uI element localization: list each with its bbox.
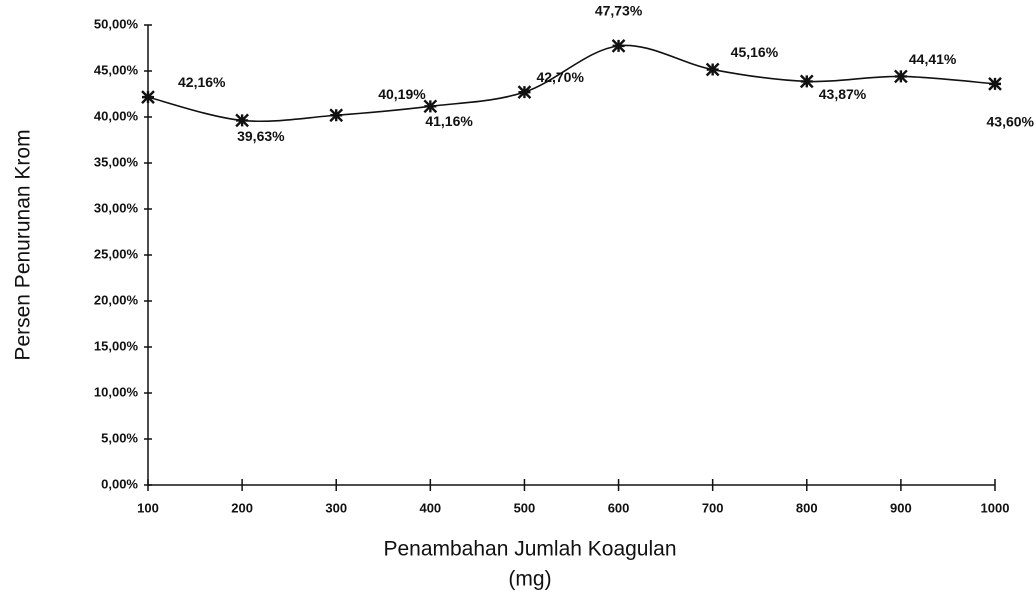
y-tick-label: 5,00% — [101, 430, 138, 445]
series-line — [147, 44, 996, 123]
point-marker — [423, 99, 438, 114]
x-tick-label: 500 — [514, 500, 536, 515]
point-marker — [894, 69, 908, 84]
data-label: 47,73% — [595, 3, 643, 19]
x-tick-label: 400 — [419, 500, 441, 515]
x-tick-label: 600 — [608, 500, 630, 515]
y-tick-label: 45,00% — [94, 62, 139, 77]
y-axis-title: Persen Penurunan Krom — [12, 129, 35, 360]
y-tick-label: 15,00% — [94, 338, 139, 353]
y-tick-label: 40,00% — [94, 108, 139, 123]
point-marker — [141, 90, 155, 104]
data-label: 43,87% — [819, 86, 867, 102]
point-marker — [329, 108, 344, 123]
data-label: 39,63% — [237, 128, 285, 144]
x-tick-label: 1000 — [981, 500, 1010, 515]
y-tick-label: 10,00% — [94, 384, 139, 399]
x-axis-title: Penambahan Jumlah Koagulan — [383, 538, 676, 561]
point-marker — [235, 113, 249, 128]
point-marker — [517, 85, 532, 100]
y-tick-label: 25,00% — [94, 246, 139, 261]
point-marker — [799, 74, 814, 89]
point-marker — [705, 62, 720, 77]
x-axis-title-unit: (mg) — [508, 568, 551, 591]
y-tick-label: 20,00% — [94, 292, 139, 307]
data-label: 42,70% — [536, 69, 584, 85]
x-tick-label: 200 — [231, 500, 253, 515]
x-tick-label: 300 — [325, 500, 347, 515]
point-marker — [988, 77, 1002, 91]
data-label: 41,16% — [425, 113, 473, 129]
y-tick-label: 0,00% — [101, 476, 138, 491]
y-tick-label: 30,00% — [94, 200, 139, 215]
x-tick-label: 800 — [796, 500, 818, 515]
point-marker — [611, 39, 626, 53]
y-tick-label: 35,00% — [94, 154, 139, 169]
data-label: 44,41% — [909, 51, 957, 67]
data-label: 45,16% — [731, 44, 779, 60]
x-tick-label: 100 — [137, 500, 159, 515]
data-label: 40,19% — [378, 86, 426, 102]
data-label: 43,60% — [987, 114, 1035, 130]
x-tick-label: 700 — [702, 500, 724, 515]
data-label: 42,16% — [178, 74, 226, 90]
x-tick-label: 900 — [890, 500, 912, 515]
y-tick-label: 50,00% — [94, 16, 139, 31]
